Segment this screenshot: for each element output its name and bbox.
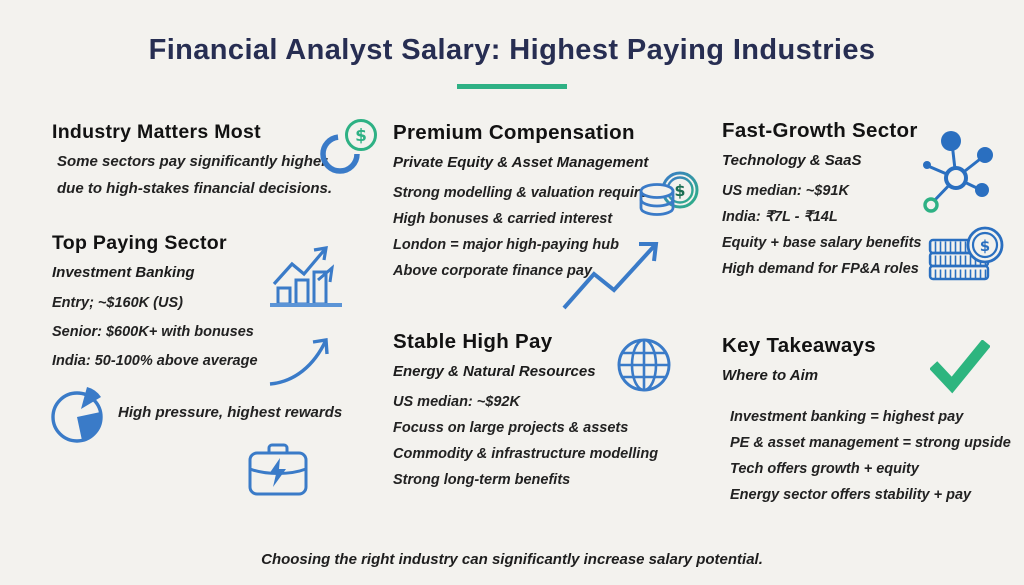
section-text-line: due to high-stakes financial decisions. <box>57 179 333 197</box>
section-text-line: Entry; ~$160K (US) <box>52 295 183 311</box>
coin-stack-dollar-icon: $ <box>928 226 1006 284</box>
section-text-line: US median: ~$92K <box>393 394 520 410</box>
section-fast-growth: Fast-Growth Sector Technology & SaaS US … <box>722 119 921 287</box>
section-text-line: Commodity & infrastructure modelling <box>393 446 659 463</box>
section-text-line: Investment banking = highest pay <box>730 409 964 425</box>
briefcase-bolt-icon <box>246 442 310 498</box>
section-text-line: London = major high-paying hub <box>393 237 619 254</box>
svg-text:$: $ <box>355 126 367 146</box>
section-text-line: Strong modelling & valuation required <box>393 185 657 201</box>
pie-chart-icon <box>50 383 110 445</box>
section-heading: Top Paying Sector <box>52 232 227 254</box>
pressure-note: High pressure, highest rewards <box>118 404 343 421</box>
section-text-line: Focuss on large projects & assets <box>393 420 629 437</box>
section-text-line: Tech offers growth + equity <box>730 461 919 478</box>
section-stable-high-pay: Stable High Pay Energy & Natural Resourc… <box>393 330 658 498</box>
section-premium-compensation: Premium Compensation Private Equity & As… <box>393 121 656 289</box>
section-subheading: Investment Banking <box>52 264 195 281</box>
section-heading: Stable High Pay <box>393 330 553 353</box>
curve-arrow-icon <box>266 330 336 388</box>
section-heading: Premium Compensation <box>393 121 635 144</box>
svg-text:$: $ <box>980 237 990 255</box>
donut-dollar-icon: $ <box>316 116 380 180</box>
section-text-line: High bonuses & carried interest <box>393 211 613 228</box>
network-icon <box>916 128 998 220</box>
section-key-takeaways: Key Takeaways Where to Aim Investment ba… <box>722 334 1011 513</box>
section-text-line: Above corporate finance pay <box>393 263 593 280</box>
section-industry-matters: Industry Matters Most Some sectors pay s… <box>52 121 332 207</box>
section-text-line: Some sectors pay significantly higher <box>57 153 328 170</box>
bar-chart-growth-icon <box>270 236 344 322</box>
section-heading: Industry Matters Most <box>52 121 261 143</box>
footer-text: Choosing the right industry can signific… <box>261 551 763 568</box>
section-subheading: Technology & SaaS <box>722 152 862 169</box>
coins-dollar-icon: $ <box>636 166 702 226</box>
section-heading: Fast-Growth Sector <box>722 119 918 142</box>
page-title: Financial Analyst Salary: Highest Paying… <box>148 34 876 66</box>
section-text-line: India: 50-100% above average <box>52 353 258 370</box>
section-subheading: Private Equity & Asset Management <box>393 154 649 171</box>
section-text-line: US median: ~$91K <box>722 183 849 199</box>
zigzag-arrow-icon <box>562 226 668 316</box>
section-text-line: High demand for FP&A roles <box>722 261 919 278</box>
section-text-line: India: ₹7L - ₹14L <box>722 209 838 226</box>
section-top-paying: Top Paying Sector Investment Banking Ent… <box>52 232 258 381</box>
section-text-line: Energy sector offers stability + pay <box>730 487 972 504</box>
section-subheading: Where to Aim <box>722 367 819 384</box>
svg-text:$: $ <box>674 181 685 200</box>
section-heading: Key Takeaways <box>722 334 876 357</box>
section-text-line: PE & asset management = strong upside <box>730 435 1011 452</box>
takeaway-list: Investment banking = highest pay PE & as… <box>730 408 1011 505</box>
section-text-line: Senior: $600K+ with bonuses <box>52 324 254 341</box>
globe-icon <box>615 336 673 394</box>
section-text-line: Strong long-term benefits <box>393 472 571 489</box>
checkmark-icon <box>930 340 990 394</box>
title-underline <box>457 84 567 89</box>
section-text-line: Equity + base salary benefits <box>722 235 922 252</box>
section-subheading: Energy & Natural Resources <box>393 363 596 380</box>
